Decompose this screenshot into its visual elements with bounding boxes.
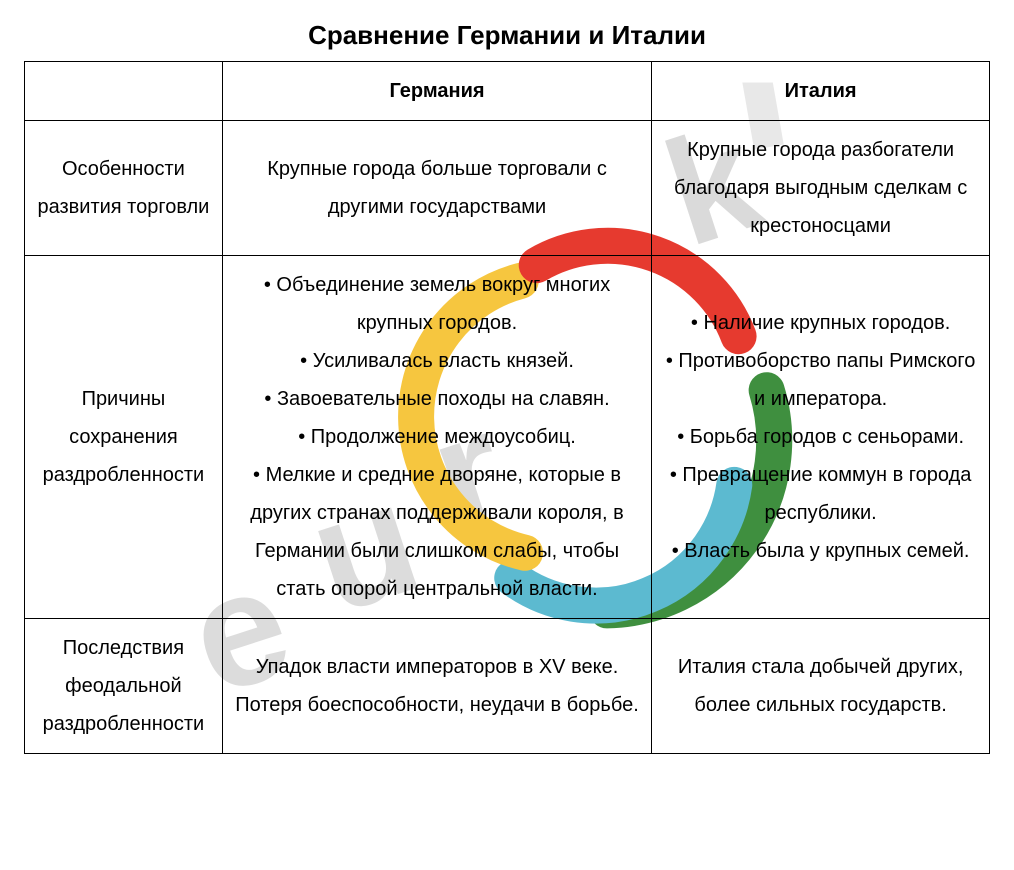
table-header-row: Германия Италия	[25, 62, 990, 121]
cell-germany: • Объединение земель вокруг многих крупн…	[222, 256, 651, 619]
table-row: Последствия феодальной раздробленности У…	[25, 619, 990, 754]
cell-germany: Крупные города больше торговали с другим…	[222, 121, 651, 256]
table-row: Причины сохранения раздробленности • Объ…	[25, 256, 990, 619]
page-title: Сравнение Германии и Италии	[24, 20, 990, 51]
cell-germany: Упадок власти императоров в XV веке. Пот…	[222, 619, 651, 754]
comparison-table: Германия Италия Особенности развития тор…	[24, 61, 990, 754]
header-empty	[25, 62, 223, 121]
cell-italy: Крупные города разбогатели благодаря выг…	[652, 121, 990, 256]
cell-italy: • Наличие крупных городов.• Противоборст…	[652, 256, 990, 619]
row-label: Последствия феодальной раздробленности	[25, 619, 223, 754]
cell-italy: Италия стала добычей других, более сильн…	[652, 619, 990, 754]
table-row: Особенности развития торговли Крупные го…	[25, 121, 990, 256]
header-germany: Германия	[222, 62, 651, 121]
row-label: Особенности развития торговли	[25, 121, 223, 256]
row-label: Причины сохранения раздробленности	[25, 256, 223, 619]
header-italy: Италия	[652, 62, 990, 121]
